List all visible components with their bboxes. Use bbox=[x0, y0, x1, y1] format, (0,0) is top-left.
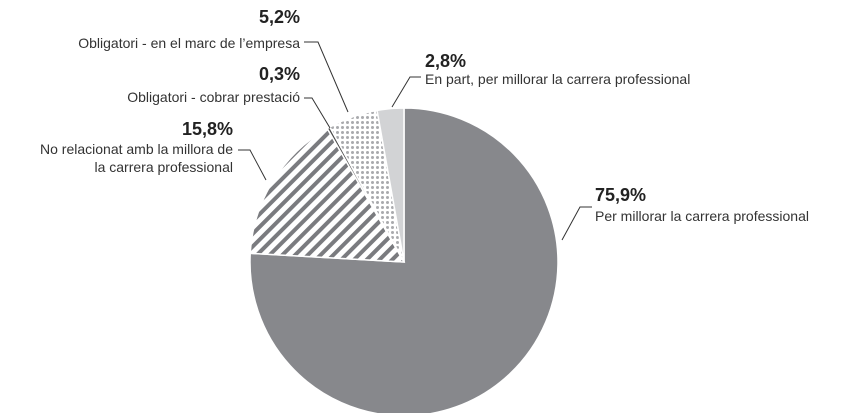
slice-label: Per millorar la carrera professional bbox=[595, 208, 809, 224]
pie-slice bbox=[249, 107, 559, 413]
pie-slice bbox=[249, 127, 406, 263]
slice-label: No relacionat amb la millora de la carre… bbox=[40, 141, 233, 175]
leader-line bbox=[304, 97, 331, 129]
slice-label: Obligatori - en el marc de l’empresa bbox=[78, 35, 300, 51]
leader-line bbox=[391, 76, 421, 108]
leader-line bbox=[238, 149, 267, 181]
percent-label: 2,8% bbox=[425, 51, 467, 71]
leader-line bbox=[304, 41, 349, 113]
pie-slice bbox=[376, 107, 405, 263]
slice-label: En part, per millorar la carrera profess… bbox=[425, 71, 691, 87]
percent-label: 15,8% bbox=[181, 119, 233, 139]
slice-label: Obligatori - cobrar prestació bbox=[127, 89, 300, 105]
percent-label: 5,2% bbox=[258, 7, 300, 27]
percent-label: 0,3% bbox=[258, 64, 300, 84]
leader-line bbox=[561, 206, 592, 241]
percent-label: 75,9% bbox=[595, 185, 647, 205]
